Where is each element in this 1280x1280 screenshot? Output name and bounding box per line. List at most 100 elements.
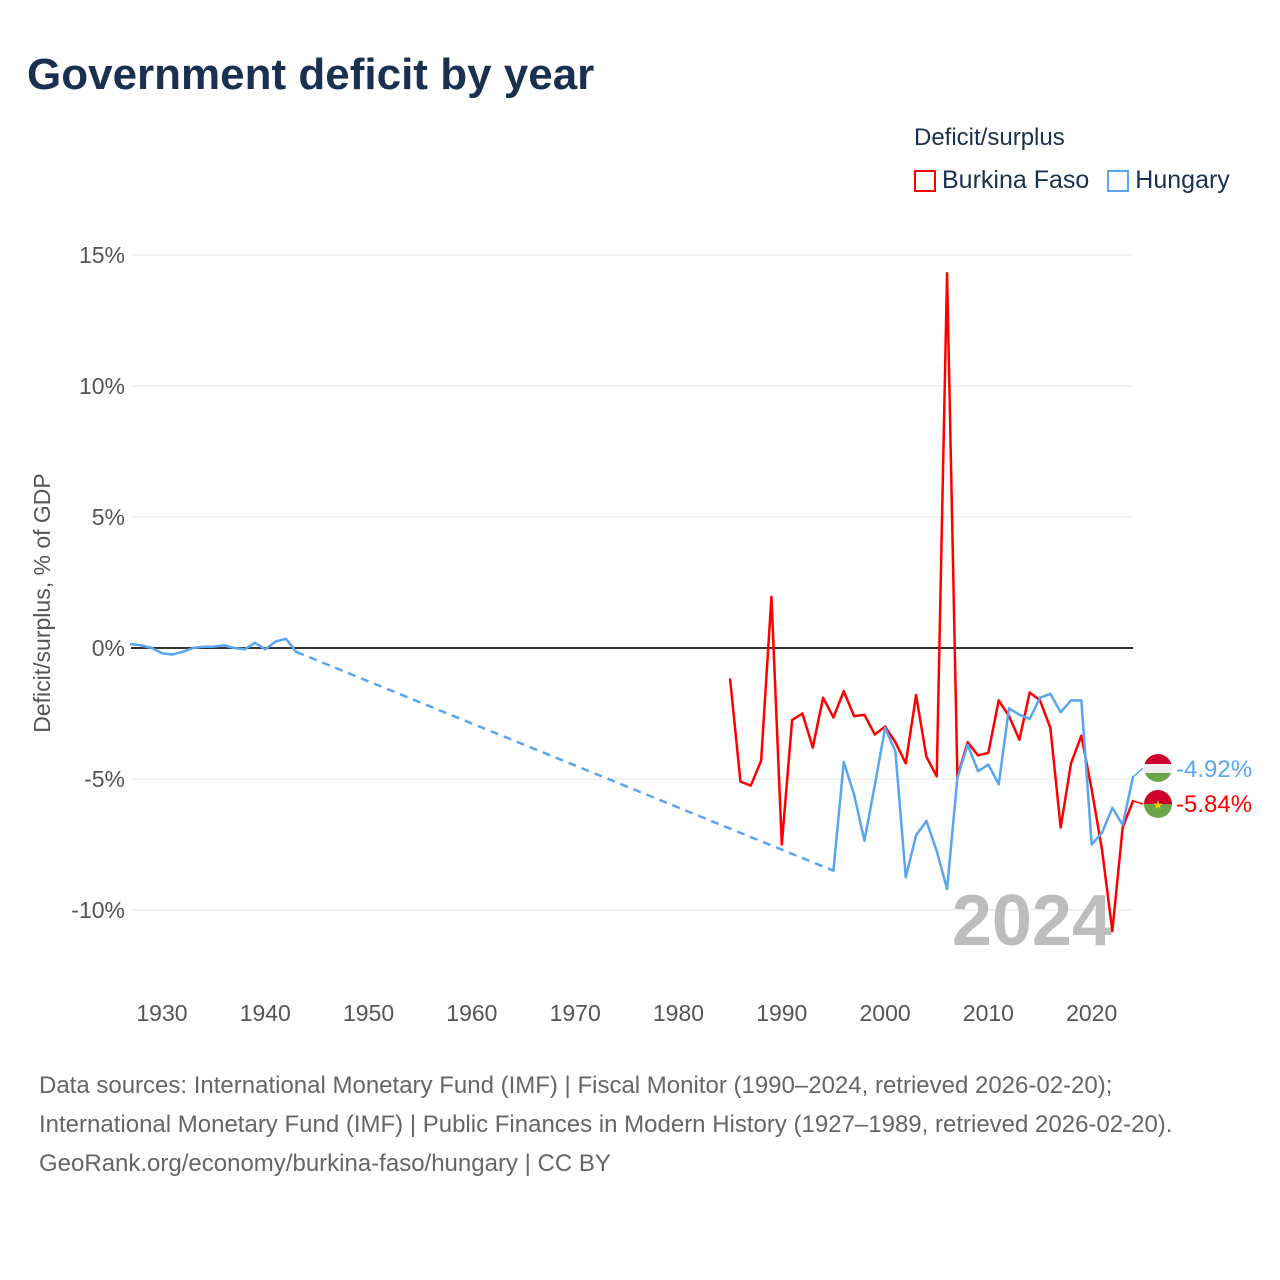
burkina-faso-point[interactable] [1080,734,1083,737]
hungary-point[interactable] [1111,806,1114,810]
x-tick-label: 1990 [756,1000,807,1026]
credit-link[interactable]: GeoRank.org/economy/burkina-faso/hungary… [39,1150,611,1177]
hungary-point[interactable] [976,769,980,773]
burkina-faso-point[interactable] [1049,726,1052,730]
hungary-point[interactable] [842,760,845,764]
burkina-faso-point[interactable] [1028,691,1031,694]
legend-swatch-hungary [1107,169,1130,192]
hungary-point[interactable] [1049,692,1052,696]
hungary-point[interactable] [191,646,195,650]
hungary-point[interactable] [935,849,938,853]
hungary-point[interactable] [253,641,257,644]
burkina-faso-point[interactable] [832,716,835,719]
burkina-faso-point[interactable] [759,759,763,762]
burkina-faso-point[interactable] [976,754,980,757]
hungary-point[interactable] [1018,713,1021,717]
burkina-faso-point[interactable] [894,741,897,744]
hungary-point[interactable] [1080,699,1083,702]
burkina-faso-point[interactable] [1090,788,1093,791]
burkina-faso-point[interactable] [904,762,907,765]
hungary-point[interactable] [997,783,1000,786]
hungary-point[interactable] [873,784,876,787]
hungary-point[interactable] [1028,717,1031,720]
burkina-faso-point[interactable] [1069,762,1073,765]
y-tick-label: 0% [92,635,125,661]
burkina-faso-point[interactable] [1121,826,1124,829]
burkina-faso-point[interactable] [801,712,804,715]
burkina-faso-point[interactable] [945,272,949,275]
y-tick-label: 15% [79,242,125,268]
burkina-faso-point[interactable] [811,746,814,749]
hungary-point[interactable] [212,645,215,648]
hungary-point[interactable] [904,876,907,879]
burkina-faso-point[interactable] [1059,826,1062,829]
y-tick-label: 5% [92,504,125,530]
burkina-faso-point[interactable] [852,714,856,718]
burkina-faso-point[interactable] [1018,738,1021,741]
burkina-faso-point[interactable] [997,699,1000,702]
hungary-point[interactable] [295,650,298,654]
hungary-point[interactable] [233,646,236,650]
hungary-point[interactable] [894,750,897,753]
hungary-point[interactable] [140,644,143,647]
burkina-faso-point[interactable] [914,693,918,697]
hungary-point[interactable] [945,887,949,891]
hungary-point[interactable] [914,834,918,837]
hungary-point[interactable] [243,648,246,651]
x-tick-label: 1940 [240,1000,291,1026]
burkina-faso-point[interactable] [966,741,969,744]
hungary-point[interactable] [852,793,856,796]
hungary-point[interactable] [171,653,174,656]
burkina-faso-point[interactable] [935,775,938,778]
hungary-point[interactable] [1007,707,1011,710]
burkina-faso-point[interactable] [925,755,928,758]
legend-label: Hungary [1135,166,1230,194]
hungary-point[interactable] [284,637,288,641]
hungary-point[interactable] [160,652,164,655]
hungary-point[interactable] [222,644,226,647]
hungary-point[interactable] [956,776,959,779]
hungary-point[interactable] [987,763,990,766]
legend: Burkina Faso Hungary [914,166,1230,195]
data-sources: Data sources: International Monetary Fun… [39,1072,1173,1138]
burkina-faso-point[interactable] [1111,929,1114,933]
hungary-point[interactable] [883,726,887,730]
legend-swatch-burkina-faso [914,169,936,192]
hungary-point[interactable] [274,640,277,643]
x-tick-label: 1970 [550,1000,601,1026]
hungary-gap-line [295,650,834,872]
hungary-point[interactable] [1038,696,1042,699]
burkina-faso-point[interactable] [739,780,742,783]
legend-item-burkina-faso[interactable]: Burkina Faso [914,166,1089,195]
hungary-point[interactable] [264,648,267,651]
hungary-point[interactable] [832,869,835,872]
hungary-point[interactable] [1069,699,1073,702]
hungary-point[interactable] [181,650,184,654]
burkina-faso-point[interactable] [1100,848,1104,851]
hungary-point[interactable] [1121,823,1124,827]
legend-item-hungary[interactable]: Hungary [1107,166,1230,195]
hungary-point[interactable] [150,646,153,650]
burkina-faso-point[interactable] [790,718,794,722]
hungary-point[interactable] [1090,843,1093,846]
x-tick-label: 2020 [1066,1000,1117,1026]
burkina-faso-point[interactable] [728,678,732,681]
hungary-point[interactable] [129,642,133,646]
burkina-faso-point[interactable] [873,733,876,736]
burkina-faso-point[interactable] [770,595,773,599]
hungary-point[interactable] [1059,710,1062,714]
burkina-faso-point[interactable] [821,696,825,699]
hungary-point[interactable] [1100,831,1104,834]
y-axis-label: Deficit/surplus, % of GDP [29,473,55,732]
hungary-point[interactable] [863,839,866,842]
footer: Data sources: International Monetary Fun… [39,1066,1239,1183]
burkina-faso-point[interactable] [749,784,752,787]
hungary-point[interactable] [202,645,205,648]
burkina-faso-point[interactable] [842,690,845,693]
burkina-faso-point[interactable] [987,751,990,754]
burkina-faso-point[interactable] [780,843,783,846]
burkina-faso-point[interactable] [863,713,866,717]
hungary-point[interactable] [925,819,928,823]
hungary-point[interactable] [966,743,969,747]
